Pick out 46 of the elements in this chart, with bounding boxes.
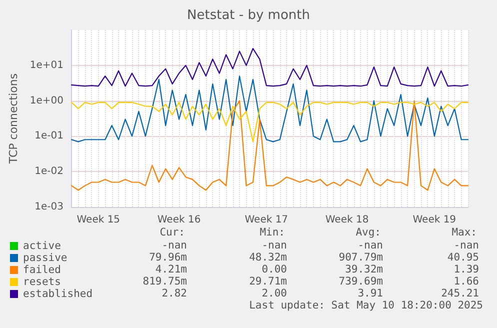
line-series [70, 48, 469, 87]
legend-label: established [23, 288, 93, 300]
text: 1.66 [454, 276, 480, 288]
text: 79.96m [149, 252, 188, 264]
line-series [70, 100, 469, 191]
legend-label: active [23, 240, 61, 252]
x-tick-label: Week 16 [157, 214, 201, 226]
text: -nan [358, 240, 384, 252]
text: -nan [262, 240, 288, 252]
text: -nan [454, 240, 480, 252]
y-tick-label: 1e+00 [30, 95, 64, 106]
legend-label: passive [23, 252, 68, 264]
text: 2.82 [162, 288, 188, 300]
y-tick-label: 1e-02 [34, 166, 64, 178]
text: Last update: Sat May 10 18:20:00 2025 [249, 300, 484, 312]
y-axis-title: TCP connections [7, 73, 20, 165]
text: 1.39 [454, 264, 480, 276]
line-series [70, 102, 469, 142]
text: 907.79m [338, 252, 384, 264]
text: Min: [260, 226, 286, 238]
y-tick-label: 1e+01 [30, 60, 64, 71]
text: 739.69m [338, 276, 384, 288]
text: 3.91 [358, 288, 384, 300]
x-tick-label: Week 17 [244, 214, 288, 226]
text: Cur: [160, 226, 186, 238]
chart-title: Netstat - by month [187, 8, 310, 23]
text: Avg: [356, 226, 382, 238]
text: 29.71m [249, 276, 288, 288]
text: 48.32m [249, 252, 288, 264]
x-tick-label: Week 19 [412, 214, 456, 226]
text: 245.21 [441, 288, 480, 300]
text: 4.21m [155, 264, 187, 276]
text: 2.00 [262, 288, 288, 300]
y-tick-label: 1e-01 [34, 130, 64, 142]
legend-label: resets [23, 276, 61, 288]
y-tick-label: 1e-03 [34, 202, 64, 212]
text: 819.75m [142, 276, 188, 288]
legend-label: failed [23, 264, 61, 276]
text: Max: [452, 226, 478, 238]
text: 40.95 [447, 252, 479, 264]
line-series [70, 76, 469, 142]
text: 39.32m [345, 264, 384, 276]
text: -nan [162, 240, 188, 252]
text: 0.00 [262, 264, 288, 276]
x-tick-label: Week 18 [325, 214, 369, 226]
x-tick-label: Week 15 [76, 214, 120, 226]
